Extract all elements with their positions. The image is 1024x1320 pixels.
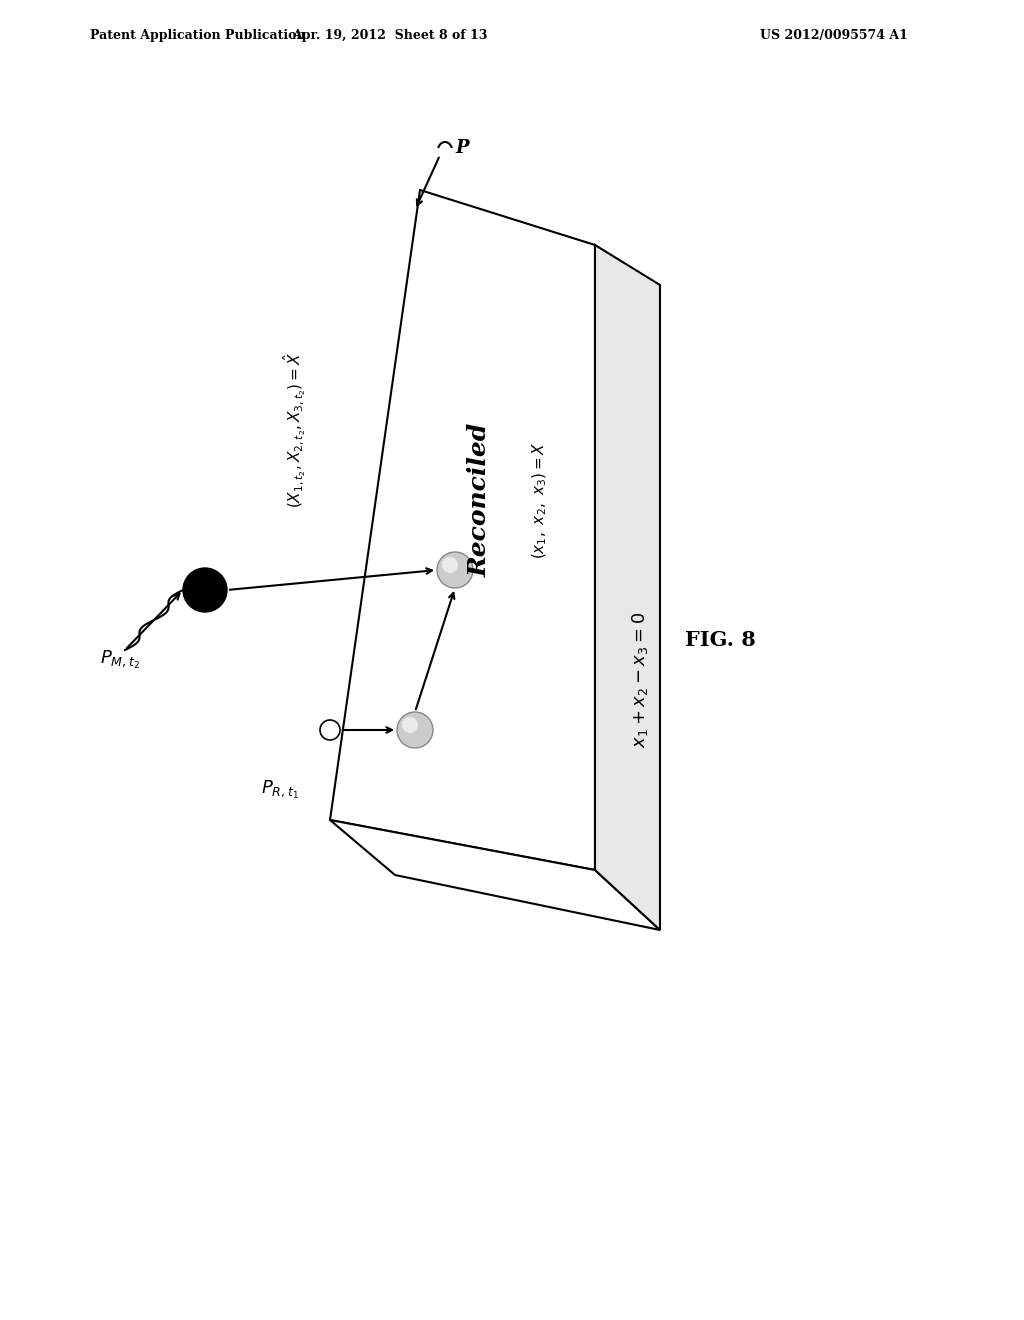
- Circle shape: [402, 717, 418, 733]
- Circle shape: [442, 557, 458, 573]
- Polygon shape: [330, 820, 660, 931]
- Circle shape: [397, 711, 433, 748]
- Circle shape: [319, 719, 340, 741]
- Polygon shape: [595, 246, 660, 931]
- Text: $(x_1,\ x_2,\ x_3) = X$: $(x_1,\ x_2,\ x_3) = X$: [530, 441, 549, 558]
- Text: US 2012/0095574 A1: US 2012/0095574 A1: [760, 29, 908, 41]
- Text: $(X_{1,t_2}, X_{2,t_2}, X_{3,t_2}) = \hat{X}$: $(X_{1,t_2}, X_{2,t_2}, X_{3,t_2}) = \ha…: [282, 352, 308, 508]
- Circle shape: [183, 568, 227, 612]
- Text: $x_1 + x_2 - x_3 = 0$: $x_1 + x_2 - x_3 = 0$: [630, 612, 650, 748]
- Text: Patent Application Publication: Patent Application Publication: [90, 29, 305, 41]
- Text: $P_{M,t_2}$: $P_{M,t_2}$: [100, 649, 140, 671]
- Text: Apr. 19, 2012  Sheet 8 of 13: Apr. 19, 2012 Sheet 8 of 13: [292, 29, 487, 41]
- Polygon shape: [330, 190, 595, 870]
- Circle shape: [437, 552, 473, 587]
- Text: Reconciled: Reconciled: [468, 422, 492, 577]
- Text: FIG. 8: FIG. 8: [685, 630, 756, 649]
- Text: $P_{R,t_1}$: $P_{R,t_1}$: [261, 779, 299, 801]
- Text: P: P: [455, 139, 469, 157]
